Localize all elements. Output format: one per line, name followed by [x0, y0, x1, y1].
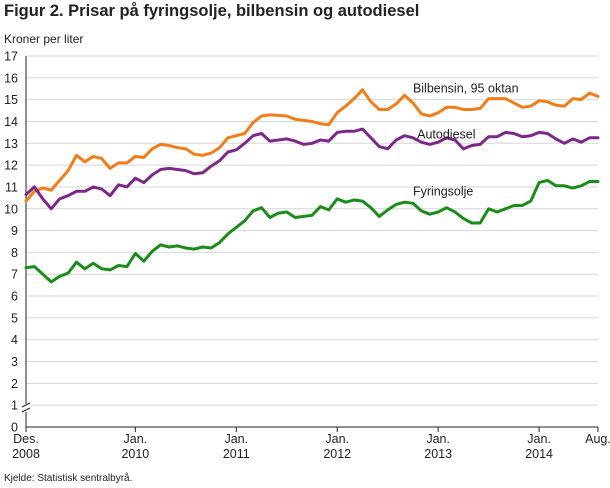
y-tick-label: 12 — [4, 159, 18, 173]
y-tick-label: 0 — [11, 421, 18, 435]
y-tick-label: 3 — [11, 355, 18, 369]
series-line — [24, 127, 600, 211]
y-axis-label: Kroner per liter — [4, 32, 83, 46]
axis-break-mark — [21, 407, 31, 413]
x-tick-label-year: 2008 — [12, 447, 40, 461]
y-tick-label: 2 — [11, 377, 18, 391]
chart-title: Figur 2. Prisar på fyringsolje, bilbensi… — [4, 2, 420, 20]
x-tick-label: Jan. — [124, 432, 148, 446]
y-tick-label: 16 — [4, 71, 18, 85]
series-label: Fyringsolje — [413, 184, 473, 198]
y-tick-label: 15 — [4, 93, 18, 107]
series-line — [24, 178, 600, 284]
y-tick-label: 8 — [11, 246, 18, 260]
y-tick-label: 9 — [11, 224, 18, 238]
x-tick-label-year: 2010 — [121, 447, 149, 461]
x-tick-label: Jan. — [527, 432, 551, 446]
x-tick-label: Jan. — [426, 432, 450, 446]
x-axis: Des.2008Jan.2010Jan.2011Jan.2012Jan.2013… — [12, 426, 610, 461]
y-tick-label: 5 — [11, 311, 18, 325]
x-tick-label-year: 2012 — [323, 447, 351, 461]
x-tick-label: Jan. — [224, 432, 248, 446]
y-tick-label: 6 — [11, 290, 18, 304]
y-tick-label: 7 — [11, 268, 18, 282]
axis-break-mark — [21, 402, 31, 408]
series-label: Autodiesel — [417, 128, 475, 142]
y-tick-label: 17 — [4, 50, 18, 64]
series-line — [24, 88, 600, 203]
y-tick-label: 13 — [4, 137, 18, 151]
x-tick-label: Aug. — [585, 432, 610, 446]
axis-break-gap — [21, 404, 31, 412]
y-tick-label: 14 — [4, 115, 18, 129]
x-tick-label: Jan. — [325, 432, 349, 446]
series-lines — [24, 88, 600, 284]
series-labels: Bilbensin, 95 oktan Autodiesel Fyringsolje — [413, 82, 519, 199]
x-tick-label-year: 2014 — [525, 447, 553, 461]
series-label: Bilbensin, 95 oktan — [413, 82, 519, 96]
y-tick-label: 10 — [4, 202, 18, 216]
y-tick-label: 4 — [11, 333, 18, 347]
y-tick-label: 1 — [11, 399, 18, 413]
gridlines — [26, 55, 598, 406]
source-note: Kjelde: Statistisk sentralbyrå. — [4, 473, 133, 484]
x-tick-label-year: 2011 — [223, 447, 250, 461]
y-tick-label: 11 — [5, 180, 18, 194]
x-tick-label-year: 2013 — [424, 447, 452, 461]
x-tick-label: Des. — [13, 432, 39, 446]
